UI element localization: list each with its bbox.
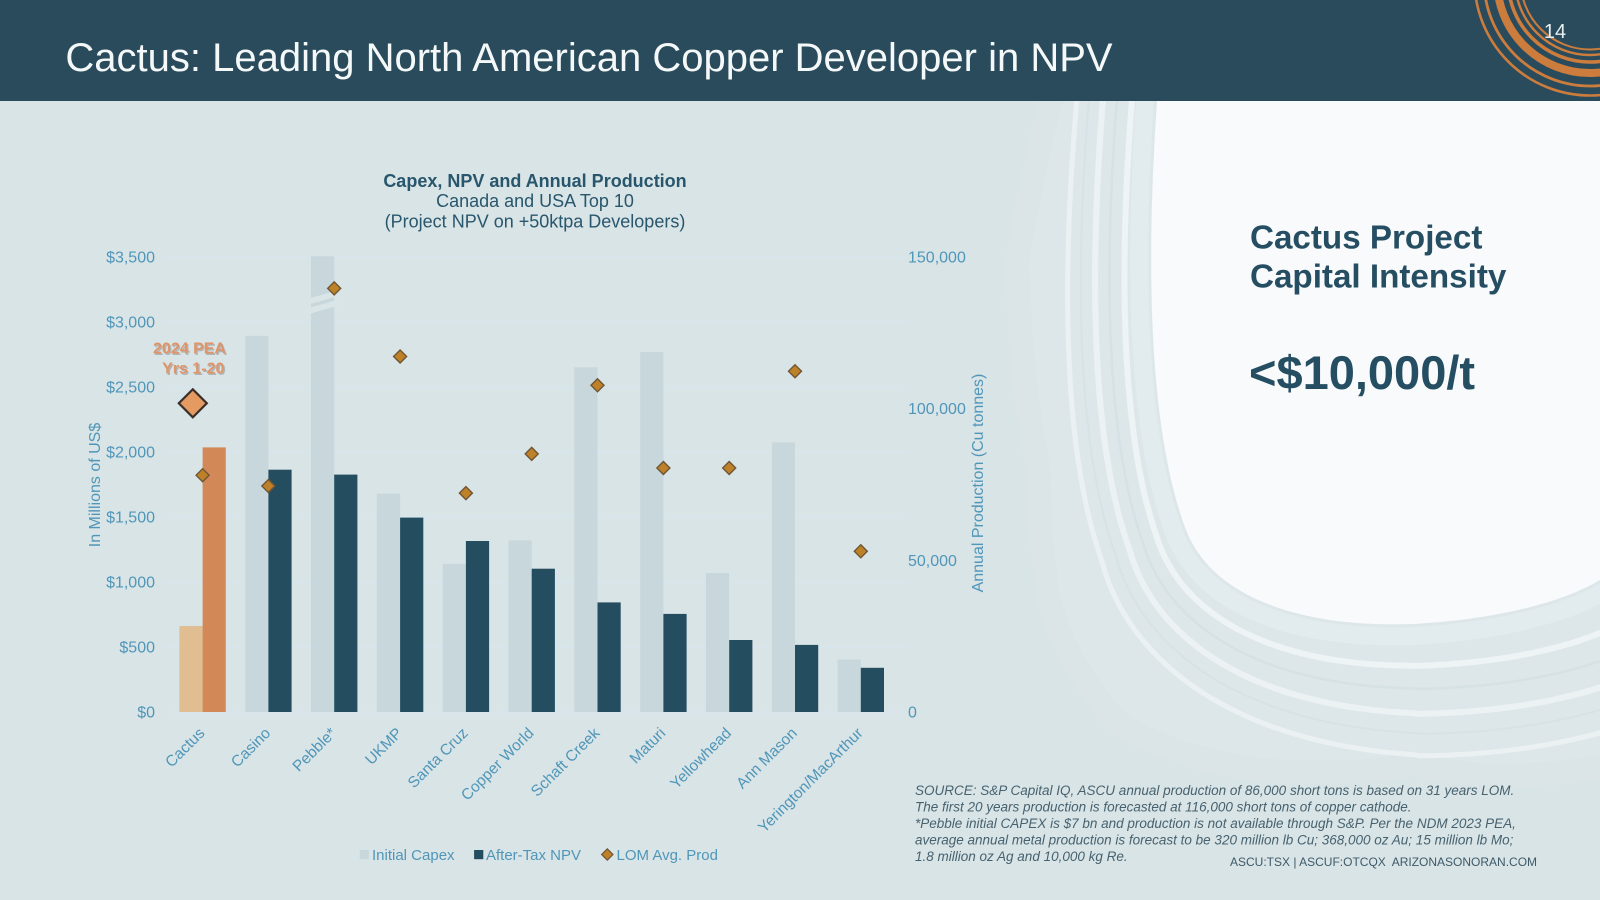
svg-text:Yrs 1-20: Yrs 1-20 [163, 362, 225, 379]
svg-text:SOURCE: S&P Capital IQ, ASCU a: SOURCE: S&P Capital IQ, ASCU annual prod… [915, 783, 1514, 798]
svg-text:$500: $500 [119, 640, 155, 657]
svg-text:100,000: 100,000 [908, 401, 966, 418]
svg-text:Annual Production (Cu tonnes): Annual Production (Cu tonnes) [970, 374, 987, 593]
svg-text:$3,500: $3,500 [106, 250, 155, 267]
svg-text:Initial Capex: Initial Capex [372, 847, 455, 864]
svg-text:The first 20 years production: The first 20 years production is forecas… [915, 800, 1412, 815]
svg-text:$3,000: $3,000 [106, 315, 155, 332]
svg-text:2024 PEA: 2024 PEA [153, 341, 226, 358]
svg-text:ASCU:TSX | ASCUF:OTCQX: ASCU:TSX | ASCUF:OTCQX [1230, 855, 1386, 869]
svg-text:Cactus: Leading North American: Cactus: Leading North American Copper De… [65, 36, 1113, 80]
svg-text:ARIZONASONORAN.COM: ARIZONASONORAN.COM [1392, 855, 1537, 869]
svg-text:<$10,000/t: <$10,000/t [1249, 346, 1475, 399]
svg-text:Canada and USA Top 10: Canada and USA Top 10 [436, 191, 634, 211]
svg-text:150,000: 150,000 [908, 250, 966, 267]
svg-text:LOM Avg. Prod: LOM Avg. Prod [617, 847, 718, 864]
svg-text:In Millions of US$: In Millions of US$ [87, 423, 104, 548]
svg-text:$2,000: $2,000 [106, 445, 155, 462]
svg-text:Capital Intensity: Capital Intensity [1250, 258, 1507, 295]
svg-text:*Pebble initial CAPEX is $7 bn: *Pebble initial CAPEX is $7 bn and produ… [915, 816, 1516, 831]
svg-text:1.8 million oz Ag and 10,000 k: 1.8 million oz Ag and 10,000 kg Re. [915, 849, 1128, 864]
svg-text:14: 14 [1544, 21, 1566, 43]
svg-text:(Project NPV on +50ktpa Develo: (Project NPV on +50ktpa Developers) [385, 212, 686, 232]
svg-text:After-Tax NPV: After-Tax NPV [486, 847, 581, 864]
svg-text:average annual metal productio: average annual metal production is forec… [915, 833, 1514, 848]
svg-text:Cactus Project: Cactus Project [1250, 220, 1482, 257]
svg-text:$1,000: $1,000 [106, 575, 155, 592]
svg-text:Yrs 1-20: Yrs 1-20 [162, 361, 224, 378]
svg-text:$1,500: $1,500 [106, 510, 155, 527]
svg-text:2024 PEA: 2024 PEA [154, 342, 227, 359]
svg-text:50,000: 50,000 [908, 553, 957, 570]
svg-text:0: 0 [908, 705, 917, 722]
svg-text:$2,500: $2,500 [106, 380, 155, 397]
svg-text:Capex, NPV and Annual Producti: Capex, NPV and Annual Production [383, 171, 686, 191]
svg-text:$0: $0 [137, 705, 155, 722]
